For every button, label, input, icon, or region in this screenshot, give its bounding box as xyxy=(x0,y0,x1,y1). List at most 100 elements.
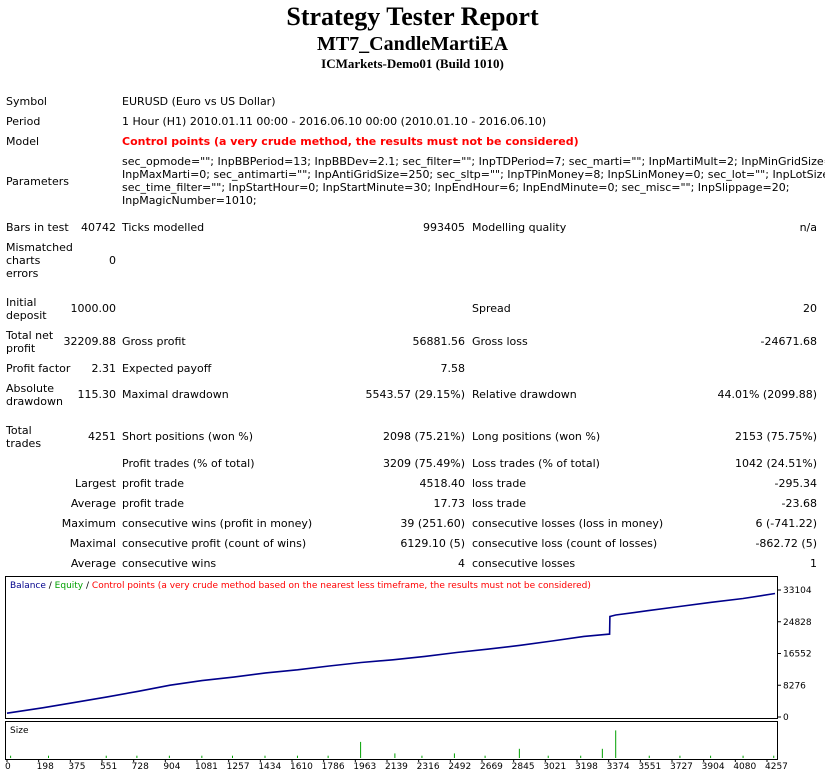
x-tick-label: 3551 xyxy=(638,762,661,770)
x-tick-label: 198 xyxy=(37,762,54,770)
grossprofit-label: Gross profit xyxy=(122,335,186,348)
largest-profit-value: 4518.40 xyxy=(419,477,466,490)
x-tick-label: 728 xyxy=(132,762,149,770)
x-tick-label: 3021 xyxy=(543,762,566,770)
pt-value: 3209 (75.49%) xyxy=(382,457,465,470)
model-value: Control points (a very crude method, the… xyxy=(122,135,579,148)
report-title: Strategy Tester Report xyxy=(286,2,539,31)
parameters-line: InpMaxMarti=0; sec_antimarti=""; InpAnti… xyxy=(122,168,825,181)
absdd-value: 115.30 xyxy=(77,388,117,401)
long-label: Long positions (won %) xyxy=(472,430,601,443)
symbol-label: Symbol xyxy=(6,95,47,108)
x-tick-label: 2316 xyxy=(417,762,440,770)
pf-value: 2.31 xyxy=(91,362,117,375)
absdd-label: drawdown xyxy=(6,395,63,408)
x-tick-label: 1786 xyxy=(322,762,345,770)
quality-value: n/a xyxy=(799,221,817,234)
x-tick-label: 2669 xyxy=(480,762,503,770)
avg-wins-value: 4 xyxy=(458,557,465,570)
deposit-label: Initial xyxy=(6,296,37,309)
legend-sep: / xyxy=(83,581,92,591)
largest-profit-label: profit trade xyxy=(122,477,185,490)
maximum-label: Maximum xyxy=(61,517,116,530)
netprofit-value: 32209.88 xyxy=(63,335,117,348)
parameters-line: sec_opmode=""; InpBBPeriod=13; InpBBDev=… xyxy=(122,155,825,168)
x-tick-label: 904 xyxy=(163,762,180,770)
bars-value: 40742 xyxy=(81,221,116,234)
average-profit-label: profit trade xyxy=(122,497,185,510)
balance-chart: Balance / Equity / Control points (a ver… xyxy=(5,576,812,770)
grossloss-label: Gross loss xyxy=(472,335,528,348)
size-plot-frame xyxy=(5,721,778,760)
grossloss-value: -24671.68 xyxy=(760,335,817,348)
lt-value: 1042 (24.51%) xyxy=(734,457,817,470)
bars-label: Bars in test xyxy=(6,221,69,234)
maxdd-label: Maximal drawdown xyxy=(122,388,229,401)
trades-label: Total xyxy=(6,424,32,437)
x-tick-label: 1963 xyxy=(353,762,376,770)
x-tick-label: 2139 xyxy=(385,762,408,770)
ea-name: MT7_CandleMartiEA xyxy=(316,33,509,55)
maximal-loss-value: -862.72 (5) xyxy=(755,537,817,550)
x-tick-label: 4080 xyxy=(733,762,756,770)
mismatched-label: errors xyxy=(6,267,39,280)
y-tick-label: 8276 xyxy=(783,681,806,691)
reldd-label: Relative drawdown xyxy=(472,388,577,401)
y-tick-label: 16552 xyxy=(783,650,812,660)
largest-label: Largest xyxy=(75,477,116,490)
max-losses-value: 6 (-741.22) xyxy=(755,517,817,530)
period-label: Period xyxy=(6,115,41,128)
mismatched-value: 0 xyxy=(109,254,116,267)
maximal-label: Maximal xyxy=(69,537,116,550)
pt-label: Profit trades (% of total) xyxy=(122,457,255,470)
x-tick-label: 1610 xyxy=(290,762,313,770)
reldd-value: 44.01% (2099.88) xyxy=(717,388,817,401)
x-tick-label: 1434 xyxy=(258,762,281,770)
absdd-label: Absolute xyxy=(6,382,55,395)
netprofit-label: profit xyxy=(6,342,36,355)
parameters-label: Parameters xyxy=(6,175,69,188)
grossprofit-value: 56881.56 xyxy=(412,335,466,348)
y-tick-label: 24828 xyxy=(783,618,812,628)
maximal-profit-value: 6129.10 (5) xyxy=(400,537,465,550)
trades-value: 4251 xyxy=(88,430,116,443)
avg-losses-label: consecutive losses xyxy=(472,557,576,570)
x-tick-label: 1081 xyxy=(195,762,218,770)
balance-line xyxy=(6,592,776,714)
x-tick-label: 0 xyxy=(5,762,11,770)
x-tick-label: 1257 xyxy=(227,762,250,770)
ticks-value: 993405 xyxy=(423,221,465,234)
parameters-line: InpMagicNumber=1010; xyxy=(122,194,257,207)
max-wins-label: consecutive wins (profit in money) xyxy=(122,517,313,530)
quality-label: Modelling quality xyxy=(472,221,567,234)
size-label: Size xyxy=(10,726,29,736)
spread-label: Spread xyxy=(472,302,511,315)
pf-label: Profit factor xyxy=(6,362,71,375)
model-label: Model xyxy=(6,135,40,148)
y-tick-label: 33104 xyxy=(783,586,812,596)
x-tick-label: 2845 xyxy=(512,762,535,770)
average-label: Average xyxy=(70,497,116,510)
y-tick-label: 0 xyxy=(783,713,789,723)
x-tick-label: 3727 xyxy=(670,762,693,770)
deposit-value: 1000.00 xyxy=(70,302,117,315)
maximal-profit-label: consecutive profit (count of wins) xyxy=(122,537,307,550)
legend-equity: Equity xyxy=(55,581,84,591)
maxdd-value: 5543.57 (29.15%) xyxy=(365,388,465,401)
x-tick-label: 2492 xyxy=(448,762,471,770)
deposit-label: deposit xyxy=(6,309,47,322)
avg-wins-label: consecutive wins xyxy=(122,557,217,570)
average-loss-label: loss trade xyxy=(472,497,527,510)
x-tick-label: 3374 xyxy=(607,762,630,770)
ep-label: Expected payoff xyxy=(122,362,212,375)
maximal-loss-label: consecutive loss (count of losses) xyxy=(472,537,658,550)
long-value: 2153 (75.75%) xyxy=(734,430,817,443)
avg2-label: Average xyxy=(70,557,116,570)
spread-value: 20 xyxy=(803,302,817,315)
avg-losses-value: 1 xyxy=(810,557,817,570)
max-wins-value: 39 (251.60) xyxy=(400,517,465,530)
period-value: 1 Hour (H1) 2010.01.11 00:00 - 2016.06.1… xyxy=(122,115,547,128)
ep-value: 7.58 xyxy=(440,362,466,375)
netprofit-label: Total net xyxy=(6,329,54,342)
x-tick-label: 375 xyxy=(68,762,85,770)
